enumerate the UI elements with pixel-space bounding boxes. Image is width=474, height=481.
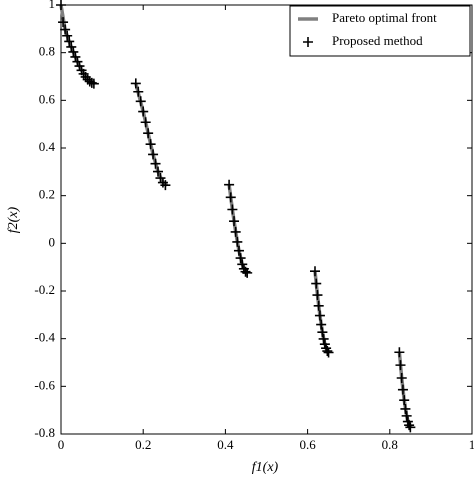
marker [309,266,320,277]
y-tick-label: -0.8 [34,425,55,440]
marker [66,41,77,52]
y-axis-label: f2(x) [6,206,21,233]
legend-label: Proposed method [332,33,423,48]
marker [145,139,156,150]
marker [316,319,327,330]
marker [313,300,324,311]
marker [225,192,236,203]
marker [230,226,241,237]
marker [318,333,329,344]
marker [233,245,244,256]
marker [140,117,151,128]
marker [322,346,333,357]
marker [399,395,410,406]
marker [394,347,405,358]
marker [312,290,323,301]
marker [130,78,141,89]
marker [232,236,243,247]
marker [62,30,73,41]
marker [224,179,235,190]
marker [64,36,75,47]
marker [229,216,240,227]
marker [152,166,163,177]
marker [133,86,144,97]
marker [135,96,146,107]
x-axis-label: f1(x) [252,460,279,475]
marker [404,420,415,431]
marker [72,56,83,67]
marker [237,259,248,270]
y-tick-label: 1 [49,0,56,11]
marker [311,278,322,289]
legend-symbol [303,37,313,47]
marker [70,51,81,62]
marker [396,372,407,383]
marker [227,204,238,215]
y-tick-label: 0.2 [39,187,55,202]
marker [400,403,411,414]
marker [397,384,408,395]
plot-frame [60,4,473,435]
x-tick-label: 0.6 [299,437,316,452]
marker [155,173,166,184]
marker [235,253,246,264]
marker [395,360,406,371]
marker [317,327,328,338]
marker [143,128,154,139]
y-tick-label: 0.4 [39,139,56,154]
marker [56,0,66,10]
y-tick-label: -0.6 [34,377,55,392]
marker [405,422,416,433]
marker [88,78,99,89]
marker [150,158,161,169]
x-tick-label: 0 [58,437,65,452]
marker [74,61,85,72]
y-tick-label: -0.4 [34,330,55,345]
marker [160,180,171,191]
x-tick-label: 0.2 [135,437,151,452]
x-tick-label: 1 [469,437,474,452]
y-tick-label: 0 [49,234,56,249]
y-tick-label: 0.8 [39,44,55,59]
marker [401,410,412,421]
marker [68,46,79,57]
marker [138,106,149,117]
y-tick-label: -0.2 [34,282,55,297]
y-tick-label: 0.6 [39,91,56,106]
marker [148,149,159,160]
marker [242,267,253,278]
legend-label: Pareto optimal front [332,10,437,25]
marker [240,266,251,277]
marker [323,347,334,358]
x-tick-label: 0.8 [382,437,398,452]
legend-box [289,5,471,57]
x-tick-label: 0.4 [217,437,234,452]
marker [314,310,325,321]
marker [58,17,69,28]
marker [60,24,71,35]
